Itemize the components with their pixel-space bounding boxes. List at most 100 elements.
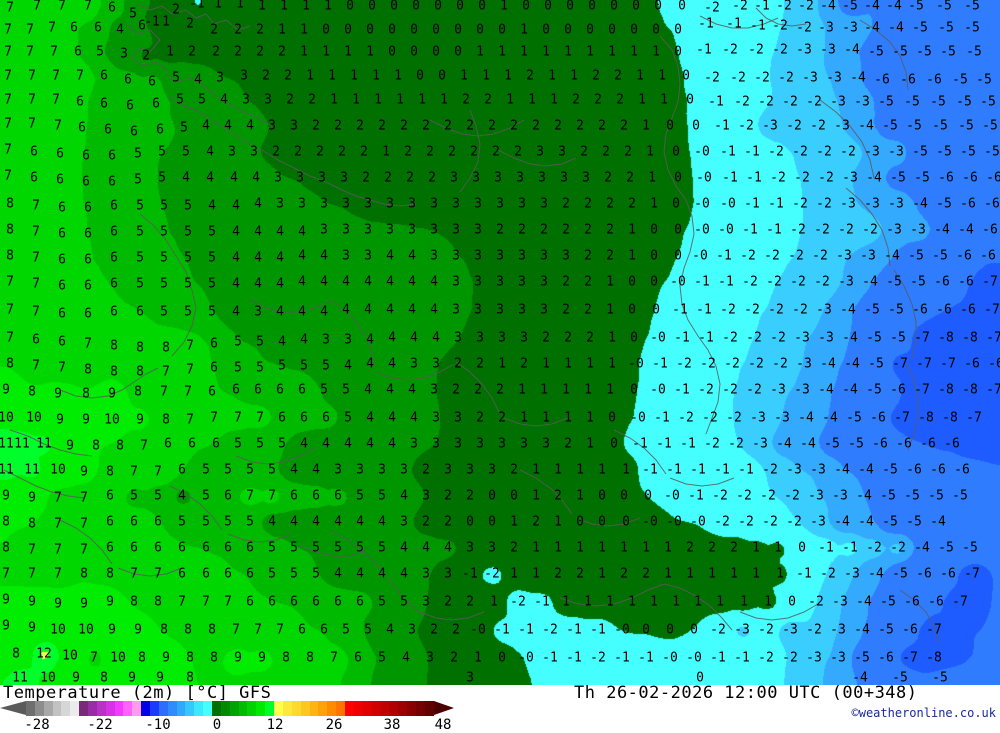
border-line [165, 73, 273, 127]
colorbar-swatch-20 [203, 701, 213, 716]
colorbar-tick-0: 0 [212, 717, 222, 733]
colorbar-swatch-41 [389, 701, 399, 716]
border-line [325, 181, 417, 207]
colorbar-swatch-25 [247, 701, 257, 716]
colorbar-over-arrow [434, 701, 454, 715]
colorbar-swatch-24 [238, 701, 248, 716]
border-line [375, 363, 455, 381]
border-line [905, 363, 919, 451]
colorbar-swatch-12 [132, 701, 142, 716]
border-line [117, 567, 183, 577]
border-line [419, 611, 485, 621]
border-line [755, 7, 807, 27]
colorbar-swatch-37 [353, 701, 363, 716]
border-line [859, 19, 909, 91]
border-line [845, 187, 891, 267]
border-line [497, 149, 577, 167]
colorbar-tick--10: -10 [145, 717, 171, 733]
border-line [227, 533, 293, 543]
colorbar-swatch-35 [336, 701, 345, 716]
border-line [3, 469, 85, 499]
colorbar-swatch-39 [371, 701, 381, 716]
colorbar-swatch-4 [61, 701, 71, 716]
colorbar-swatch-45 [424, 701, 434, 716]
colorbar-swatch-31 [300, 701, 310, 716]
copyright-notice: ©weatheronline.co.uk [851, 706, 997, 720]
colorbar-swatch-5 [70, 701, 80, 716]
border-line [137, 3, 251, 31]
border-line [299, 545, 365, 557]
colorbar-swatch-44 [415, 701, 425, 716]
border-line [687, 319, 721, 435]
colorbar-swatch-38 [362, 701, 372, 716]
border-line [893, 269, 917, 359]
border-line [329, 529, 425, 617]
colorbar-under-arrow [0, 701, 26, 715]
border-line [613, 429, 667, 475]
colorbar-swatch-0 [26, 701, 35, 716]
colorbar-swatch-21 [212, 701, 221, 716]
border-line [459, 109, 481, 193]
colorbar-swatch-30 [291, 701, 301, 716]
map-title: Temperature (2m) [°C] GFS [3, 683, 272, 703]
border-line [559, 583, 665, 607]
colorbar-tick--28: -28 [24, 717, 50, 733]
border-line [59, 367, 159, 399]
colorbar-swatch-11 [123, 701, 133, 716]
colorbar-swatch-1 [34, 701, 44, 716]
colorbar-swatch-14 [150, 701, 159, 716]
border-line [169, 485, 223, 531]
colorbar-tick-38: 38 [383, 717, 401, 733]
colorbar-swatch-32 [309, 701, 319, 716]
colorbar-swatch-40 [380, 701, 390, 716]
colorbar-swatch-42 [398, 701, 407, 716]
colorbar-swatch-34 [327, 701, 337, 716]
colorbar-swatch-16 [167, 701, 177, 716]
colorbar-tick-26: 26 [325, 717, 343, 733]
colorbar-swatch-43 [406, 701, 416, 716]
colorbar-swatch-9 [105, 701, 115, 716]
colorbar-tick--22: -22 [87, 717, 113, 733]
border-line [669, 477, 735, 487]
colorbar-tick-48: 48 [434, 717, 452, 733]
coastlines-and-borders-overlay [3, 3, 939, 643]
border-line [167, 95, 327, 183]
colorbar-swatch-19 [194, 701, 204, 716]
border-line [235, 447, 315, 465]
border-line [899, 589, 939, 643]
border-line [9, 429, 93, 457]
colorbar-swatch-7 [88, 701, 97, 716]
border-line [819, 99, 875, 179]
colorbar-swatch-6 [79, 701, 89, 716]
colorbar-swatch-8 [96, 701, 106, 716]
colorbar-swatch-18 [185, 701, 195, 716]
colorbar-swatch-3 [52, 701, 62, 716]
border-line [519, 469, 573, 515]
border-line [659, 35, 681, 187]
colorbar-tick-12: 12 [266, 717, 284, 733]
border-line [59, 519, 113, 565]
colorbar-swatch-26 [256, 701, 266, 716]
colorbar-swatch-13 [141, 701, 151, 716]
colorbar-swatch-28 [274, 701, 283, 716]
temperature-map[interactable]: 7 7 7 7 6 5 -1 2 -1 1 1 1 1 1 1 0 0 0 0 0 0 0 1 0 0 0 0 0 0 0 0 -2 -2 -1-… [0, 0, 1000, 685]
colorbar-swatch-10 [114, 701, 124, 716]
border-line [125, 23, 169, 71]
colorbar-swatch-33 [318, 701, 328, 716]
colorbar-swatch-22 [220, 701, 230, 716]
colorbar-swatches[interactable] [26, 701, 434, 716]
colorbar-swatch-17 [176, 701, 186, 716]
temperature-field-canvas [0, 0, 1000, 685]
colorbar-swatch-29 [282, 701, 292, 716]
border-line [699, 15, 779, 29]
border-line [429, 119, 525, 137]
border-line [455, 361, 501, 415]
colorbar-swatch-2 [43, 701, 53, 716]
border-line [249, 299, 329, 313]
border-line [739, 603, 819, 621]
forecast-run-info: Th 26-02-2026 12:00 UTC (00+348) [574, 683, 918, 703]
border-line [675, 185, 695, 321]
border-line [663, 583, 733, 631]
color-scale-legend[interactable]: -28 -22 -10 0 12 26 38 48 [0, 701, 460, 733]
